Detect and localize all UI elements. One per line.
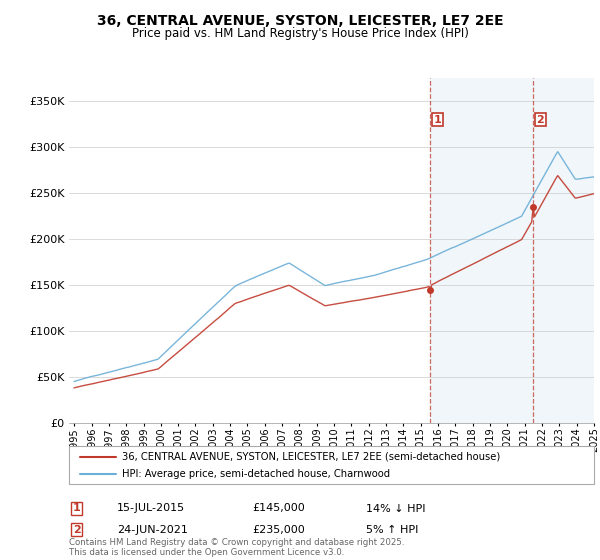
Text: 1: 1	[73, 503, 80, 514]
Text: 1: 1	[434, 115, 442, 125]
Text: Price paid vs. HM Land Registry's House Price Index (HPI): Price paid vs. HM Land Registry's House …	[131, 27, 469, 40]
Text: £145,000: £145,000	[252, 503, 305, 514]
Text: 2: 2	[73, 525, 80, 535]
FancyBboxPatch shape	[69, 446, 594, 484]
Text: 14% ↓ HPI: 14% ↓ HPI	[366, 503, 425, 514]
Text: 5% ↑ HPI: 5% ↑ HPI	[366, 525, 418, 535]
Text: Contains HM Land Registry data © Crown copyright and database right 2025.
This d: Contains HM Land Registry data © Crown c…	[69, 538, 404, 557]
Text: 36, CENTRAL AVENUE, SYSTON, LEICESTER, LE7 2EE: 36, CENTRAL AVENUE, SYSTON, LEICESTER, L…	[97, 14, 503, 28]
Text: HPI: Average price, semi-detached house, Charnwood: HPI: Average price, semi-detached house,…	[121, 469, 389, 479]
Text: 15-JUL-2015: 15-JUL-2015	[117, 503, 185, 514]
Text: 24-JUN-2021: 24-JUN-2021	[117, 525, 188, 535]
Text: 2: 2	[536, 115, 544, 125]
Text: £235,000: £235,000	[252, 525, 305, 535]
Bar	[430, 78, 600, 423]
Text: 36, CENTRAL AVENUE, SYSTON, LEICESTER, LE7 2EE (semi-detached house): 36, CENTRAL AVENUE, SYSTON, LEICESTER, L…	[121, 451, 500, 461]
